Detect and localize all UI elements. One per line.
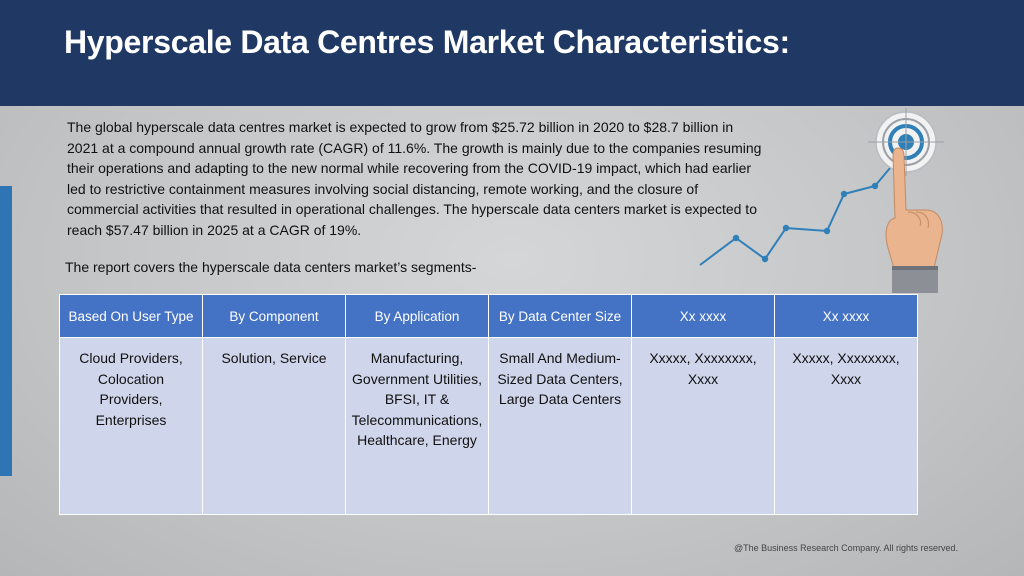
table-cell: Solution, Service — [202, 337, 346, 515]
table-header-cell: Based On User Type — [59, 294, 203, 338]
table-header-row: Based On User Type By Component By Appli… — [59, 294, 918, 338]
copyright-footer: @The Business Research Company. All righ… — [734, 543, 959, 553]
table-header-cell: Xx xxxx — [631, 294, 775, 338]
page-title: Hyperscale Data Centres Market Character… — [64, 24, 790, 60]
title-band: Hyperscale Data Centres Market Character… — [0, 0, 1024, 106]
table-header-cell: Xx xxxx — [774, 294, 918, 338]
target-icon — [868, 108, 944, 176]
table-cell: Manufacturing, Government Utilities, BFS… — [345, 337, 489, 515]
left-accent-bar — [0, 186, 12, 476]
table-header-cell: By Component — [202, 294, 346, 338]
table-header-cell: By Application — [345, 294, 489, 338]
table-cell: Xxxxx, Xxxxxxxx, Xxxx — [631, 337, 775, 515]
segments-intro-text: The report covers the hyperscale data ce… — [65, 259, 477, 275]
trend-points — [732, 182, 879, 263]
table-cell: Xxxxx, Xxxxxxxx, Xxxx — [774, 337, 918, 515]
trend-line — [699, 139, 903, 266]
segments-table: Based On User Type By Component By Appli… — [59, 294, 918, 515]
pointing-hand-icon — [885, 147, 943, 293]
target-with-pointing-hand-and-trend-line-icon — [699, 108, 944, 293]
table-header-cell: By Data Center Size — [488, 294, 632, 338]
table-cell: Cloud Providers, Colocation Providers, E… — [59, 337, 203, 515]
intro-paragraph: The global hyperscale data centres marke… — [67, 119, 762, 238]
table-row: Cloud Providers, Colocation Providers, E… — [59, 337, 918, 515]
table-cell: Small And Medium-Sized Data Centers, Lar… — [488, 337, 632, 515]
